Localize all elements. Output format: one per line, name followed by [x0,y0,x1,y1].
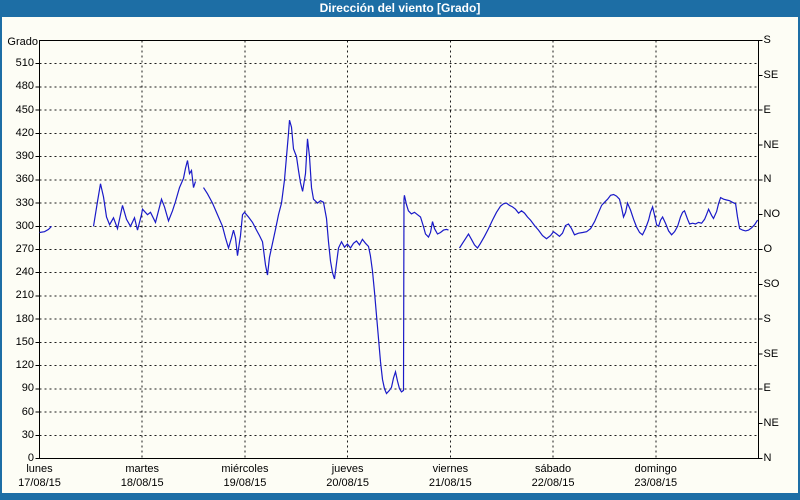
x-axis-date-2: 19/08/15 [223,476,267,489]
x-axis-day-2: miércoles [221,462,269,475]
y-axis-label-240: 240 [15,266,34,279]
x-axis-day-3: jueves [331,462,364,475]
compass-label-90-E: E [763,382,771,395]
compass-label-180-S: S [763,312,771,325]
compass-label-135-SE: SE [763,347,779,360]
y-axis-label-30: 30 [21,428,34,441]
x-axis-day-5: sábado [535,462,572,475]
x-axis-day-6: domingo [634,462,677,475]
y-axis-label-480: 480 [15,80,34,93]
x-axis-day-1: martes [125,462,160,475]
y-axis-label-150: 150 [15,335,34,348]
y-axis-label-450: 450 [15,103,34,116]
compass-label-0-N: N [763,452,772,464]
x-axis-date-6: 23/08/15 [634,476,678,489]
y-axis-label-120: 120 [15,359,34,372]
compass-label-405-NE: NE [763,138,779,151]
compass-label-270-O: O [763,243,773,255]
series-0-segment-0 [39,225,52,234]
compass-label-315-NO: NO [763,208,781,221]
chart-background [2,17,798,493]
y-axis-label-330: 330 [15,196,34,209]
x-axis-date-4: 21/08/15 [428,476,472,489]
plot-frame [39,40,759,459]
x-axis-day-4: viernes [432,462,469,475]
y-axis-label-60: 60 [21,405,34,418]
y-axis-label-180: 180 [15,312,34,325]
y-axis-label-90: 90 [21,382,34,395]
compass-label-450-E: E [763,103,771,116]
x-axis-date-1: 18/08/15 [120,476,164,489]
series-0-segment-2 [202,120,449,395]
compass-label-360-N: N [763,173,772,186]
x-axis-date-5: 22/08/15 [531,476,575,489]
y-axis-label-210: 210 [15,289,34,302]
compass-label-225-SO: SO [763,277,780,290]
y-axis-label-0: 0 [27,452,34,464]
y-axis-label-360: 360 [15,173,34,186]
compass-label-540-S: S [763,34,771,46]
y-axis-title: Grado [7,36,38,48]
y-axis-label-510: 510 [15,57,34,70]
y-axis-label-300: 300 [15,219,34,232]
x-axis-day-0: lunes [26,462,53,475]
title-bar: Dirección del viento [Grado] [0,0,800,17]
y-axis-label-420: 420 [15,126,34,139]
series-0-segment-1 [92,160,197,231]
compass-label-495-SE: SE [763,68,779,81]
window-title: Dirección del viento [Grado] [319,1,481,15]
compass-label-45-NE: NE [763,417,779,430]
y-axis-label-270: 270 [15,243,34,255]
y-axis-label-390: 390 [15,150,34,163]
x-axis-date-3: 20/08/15 [326,476,370,489]
x-axis-date-0: 17/08/15 [18,476,61,489]
series-0-segment-3 [458,193,759,249]
